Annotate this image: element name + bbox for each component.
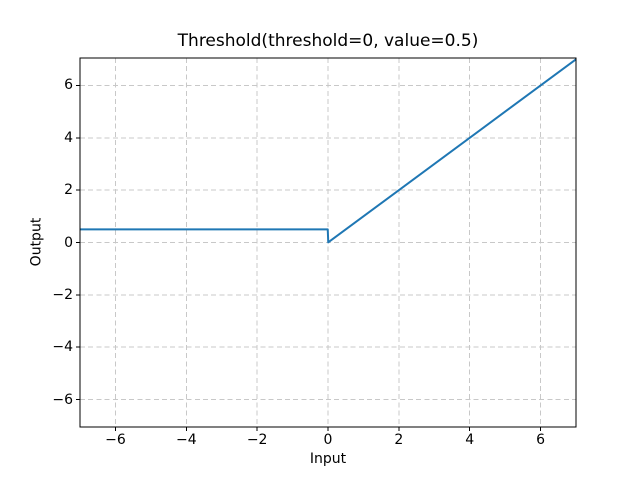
x-tick-label: 0 [323,432,333,448]
series-line-threshold [80,58,577,244]
x-tick-label: −4 [175,432,197,448]
y-tick-label: −4 [52,339,73,356]
y-tick-label: 0 [64,234,73,251]
x-tick-label: 4 [465,432,475,448]
y-tick-label: 6 [64,77,73,94]
x-tick-label: 6 [536,432,546,448]
y-tick-label: −2 [52,286,73,303]
y-tick-label: 2 [64,182,73,199]
x-tick-label: −6 [105,432,126,448]
y-tick-label: 4 [64,129,73,146]
gridlines [80,58,576,427]
x-axis-label: Input [309,451,347,467]
x-tick-label: −2 [246,432,268,448]
chart-title: Threshold(threshold=0, value=0.5) [177,31,479,51]
tick-marks [76,84,542,431]
y-tick-label: −6 [52,391,73,408]
x-tick-label: 2 [394,432,404,448]
